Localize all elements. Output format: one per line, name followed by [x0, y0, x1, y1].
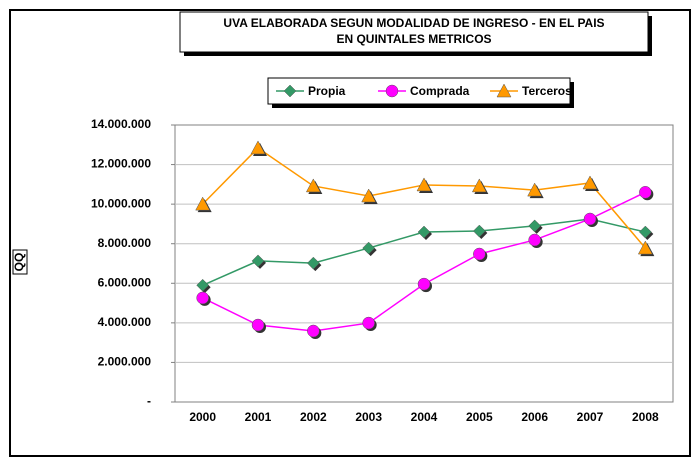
data-point — [528, 233, 541, 247]
plot-area — [174, 124, 674, 403]
x-tick-label: 2004 — [411, 410, 438, 424]
y-tick-label: 8.000.000 — [98, 236, 152, 250]
x-tick-label: 2008 — [632, 410, 659, 424]
legend-marker — [283, 84, 297, 98]
x-tick-label: 2001 — [245, 410, 272, 424]
legend-box — [267, 77, 571, 105]
data-point — [473, 247, 486, 261]
data-point — [196, 291, 209, 305]
data-point — [528, 219, 542, 233]
title-box — [179, 11, 649, 53]
data-point — [416, 177, 432, 192]
data-point — [527, 182, 543, 197]
data-point — [361, 188, 377, 203]
y-label-box — [12, 249, 28, 275]
data-point — [639, 186, 652, 199]
legend-marker — [385, 84, 399, 98]
data-point — [637, 240, 653, 255]
data-point — [638, 225, 652, 239]
data-point — [307, 324, 320, 338]
data-point — [251, 254, 265, 268]
x-tick-label: 2005 — [466, 410, 493, 424]
data-point — [251, 318, 265, 332]
data-point — [471, 178, 487, 193]
data-point — [306, 256, 320, 270]
legend-label: Propia — [308, 84, 346, 98]
y-tick-label: 4.000.000 — [98, 315, 152, 329]
data-point — [583, 212, 597, 226]
data-point — [582, 175, 598, 190]
y-tick-label: 10.000.000 — [91, 196, 151, 210]
x-tick-label: 2006 — [521, 410, 548, 424]
data-point — [250, 140, 266, 155]
y-tick-label: 14.000.000 — [91, 117, 151, 131]
data-point — [417, 225, 431, 239]
y-tick-label: 12.000.000 — [91, 157, 151, 171]
data-point — [472, 224, 486, 238]
x-tick-label: 2000 — [189, 410, 216, 424]
legend-marker — [496, 83, 512, 98]
y-tick-label: 6.000.000 — [98, 275, 152, 289]
data-point — [305, 178, 321, 193]
legend-label: Comprada — [410, 84, 470, 98]
y-tick-label: - — [147, 394, 151, 408]
chart-title: UVA ELABORADA SEGUN MODALIDAD DE INGRESO… — [223, 16, 604, 30]
data-point — [362, 241, 376, 255]
legend-label: Terceros — [522, 84, 572, 98]
data-point — [417, 277, 431, 291]
y-tick-label: 2.000.000 — [98, 355, 152, 369]
y-axis-label: QQ — [12, 253, 26, 272]
chart-title: EN QUINTALES METRICOS — [336, 32, 491, 46]
data-point — [196, 278, 210, 292]
data-point — [195, 196, 211, 211]
x-tick-label: 2007 — [577, 410, 604, 424]
x-tick-label: 2003 — [355, 410, 382, 424]
x-tick-label: 2002 — [300, 410, 327, 424]
data-point — [362, 316, 375, 330]
